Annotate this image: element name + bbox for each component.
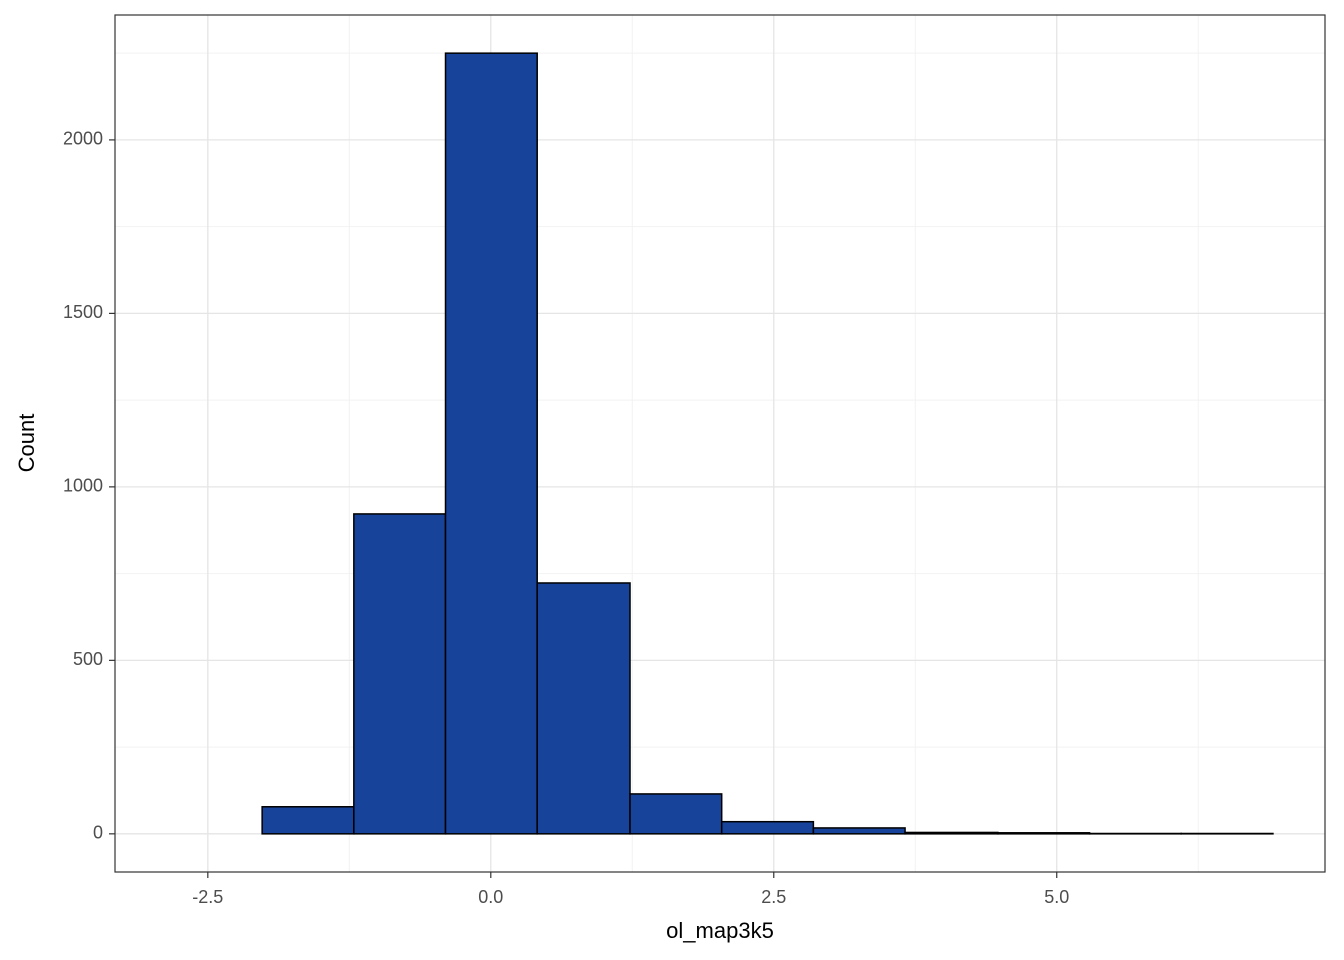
y-axis-title: Count <box>14 414 39 473</box>
bar <box>536 582 631 835</box>
x-axis-title: ol_map3k5 <box>666 918 774 943</box>
bar <box>812 827 906 835</box>
bar <box>629 793 723 835</box>
panel-border <box>114 14 1326 873</box>
bar <box>904 831 999 835</box>
bar <box>261 806 355 835</box>
x-tick-label: -2.5 <box>192 887 223 907</box>
bar <box>353 513 447 835</box>
bar <box>997 832 1091 835</box>
axes: -2.5 0.0 2.5 5.0 0 500 1000 1500 2000 <box>63 129 1069 907</box>
y-tick-label: 2000 <box>63 129 103 149</box>
y-tick-label: 500 <box>73 649 103 669</box>
y-tick-label: 0 <box>93 823 103 843</box>
x-tick-label: 2.5 <box>761 887 786 907</box>
x-tick-label: 0.0 <box>478 887 503 907</box>
bar <box>444 52 538 835</box>
bars <box>261 52 1274 835</box>
y-tick-label: 1000 <box>63 476 103 496</box>
bar <box>720 820 815 835</box>
x-tick-label: 5.0 <box>1044 887 1069 907</box>
y-tick-label: 1500 <box>63 302 103 322</box>
